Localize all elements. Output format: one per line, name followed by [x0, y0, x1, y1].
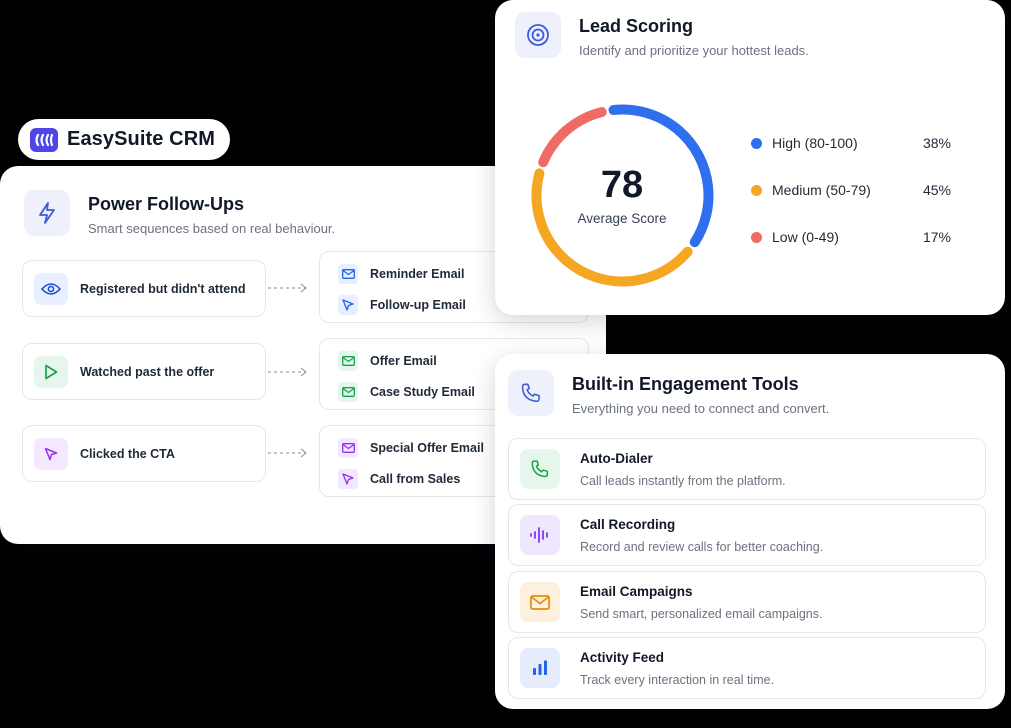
- engagement-header: Built-in Engagement Tools Everything you…: [508, 370, 829, 416]
- bar-chart-icon: [520, 648, 560, 688]
- action-label: Call from Sales: [370, 471, 461, 486]
- action-item[interactable]: Case Study Email: [338, 376, 588, 407]
- tool-description: Record and review calls for better coach…: [580, 539, 824, 554]
- arrow-right-icon: [268, 283, 307, 293]
- action-label: Offer Email: [370, 353, 437, 368]
- legend-percent: 17%: [922, 229, 951, 245]
- trigger-label: Watched past the offer: [80, 364, 215, 379]
- legend-item-medium: Medium (50-79) 45%: [751, 180, 951, 200]
- trigger-registered-not-attended[interactable]: Registered but didn't attend: [22, 260, 266, 317]
- legend-percent: 38%: [922, 135, 951, 151]
- action-label: Special Offer Email: [370, 440, 484, 455]
- mail-icon: [338, 437, 358, 458]
- tool-description: Call leads instantly from the platform.: [580, 473, 786, 488]
- action-item[interactable]: Reminder Email: [338, 258, 588, 289]
- trigger-label: Clicked the CTA: [80, 446, 175, 461]
- tool-description: Send smart, personalized email campaigns…: [580, 606, 823, 621]
- action-item[interactable]: Special Offer Email: [338, 432, 588, 463]
- legend-dot: [751, 137, 762, 149]
- arrow-right-icon: [268, 448, 307, 458]
- engagement-title: Built-in Engagement Tools: [572, 374, 799, 394]
- mail-icon: [338, 263, 358, 284]
- tool-description: Track every interaction in real time.: [580, 672, 775, 687]
- donut-segment-medium: [531, 104, 714, 287]
- trigger-label: Registered but didn't attend: [80, 281, 246, 296]
- average-score-value: 78: [600, 164, 644, 206]
- lightning-icon: [24, 190, 70, 236]
- lead-scoring-card: Lead Scoring Identify and prioritize you…: [495, 0, 1005, 315]
- lead-scoring-subtitle: Identify and prioritize your hottest lea…: [579, 43, 809, 58]
- follow-ups-header: Power Follow-Ups Smart sequences based o…: [24, 190, 335, 236]
- trigger-watched-past-offer[interactable]: Watched past the offer: [22, 343, 266, 400]
- mail-icon: [338, 350, 358, 371]
- tool-auto-dialer[interactable]: Auto-Dialer Call leads instantly from th…: [508, 438, 986, 500]
- legend-item-high: High (80-100) 38%: [751, 133, 951, 153]
- cursor-icon: [338, 294, 358, 315]
- tool-title: Auto-Dialer: [580, 450, 653, 466]
- average-score-label: Average Score: [577, 211, 667, 226]
- action-item[interactable]: Follow-up Email: [338, 289, 588, 320]
- tool-activity-feed[interactable]: Activity Feed Track every interaction in…: [508, 637, 986, 699]
- lead-scoring-header: Lead Scoring Identify and prioritize you…: [515, 12, 809, 58]
- bars-logo-icon: [30, 127, 58, 152]
- phone-icon: [508, 370, 554, 416]
- action-item[interactable]: Offer Email: [338, 345, 588, 376]
- legend-percent: 45%: [922, 182, 951, 198]
- lead-scoring-title: Lead Scoring: [579, 16, 694, 36]
- donut-segment-high: [531, 104, 714, 287]
- legend-item-low: Low (0-49) 17%: [751, 227, 951, 247]
- action-label: Reminder Email: [370, 266, 465, 281]
- waveform-icon: [520, 515, 560, 555]
- follow-ups-title: Power Follow-Ups: [88, 194, 245, 214]
- tool-title: Activity Feed: [580, 649, 665, 665]
- cursor-icon: [34, 437, 68, 470]
- trigger-clicked-cta[interactable]: Clicked the CTA: [22, 425, 266, 482]
- tool-call-recording[interactable]: Call Recording Record and review calls f…: [508, 504, 986, 566]
- engagement-tools-card: Built-in Engagement Tools Everything you…: [495, 354, 1005, 709]
- engagement-subtitle: Everything you need to connect and conve…: [572, 401, 830, 416]
- tool-title: Email Campaigns: [580, 583, 693, 599]
- tool-email-campaigns[interactable]: Email Campaigns Send smart, personalized…: [508, 571, 986, 633]
- mail-icon: [338, 381, 358, 402]
- cursor-icon: [338, 468, 358, 489]
- score-donut-chart: [531, 104, 714, 287]
- legend-label: Medium (50-79): [772, 182, 871, 198]
- action-label: Follow-up Email: [370, 297, 466, 312]
- eye-icon: [34, 272, 68, 305]
- tool-title: Call Recording: [580, 516, 676, 532]
- play-icon: [34, 355, 68, 388]
- phone-icon: [520, 449, 560, 489]
- action-item[interactable]: Call from Sales: [338, 463, 588, 494]
- mail-icon: [520, 582, 560, 622]
- follow-ups-subtitle: Smart sequences based on real behaviour.: [88, 221, 336, 236]
- legend-dot: [751, 231, 762, 243]
- target-icon: [515, 12, 561, 58]
- legend-dot: [751, 184, 762, 196]
- action-label: Case Study Email: [370, 384, 475, 399]
- legend-label: Low (0-49): [772, 229, 839, 245]
- donut-segment-low: [531, 104, 714, 287]
- arrow-right-icon: [268, 367, 307, 377]
- brand-pill: EasySuite CRM: [18, 119, 230, 160]
- brand-name: EasySuite CRM: [67, 128, 216, 150]
- legend-label: High (80-100): [772, 135, 858, 151]
